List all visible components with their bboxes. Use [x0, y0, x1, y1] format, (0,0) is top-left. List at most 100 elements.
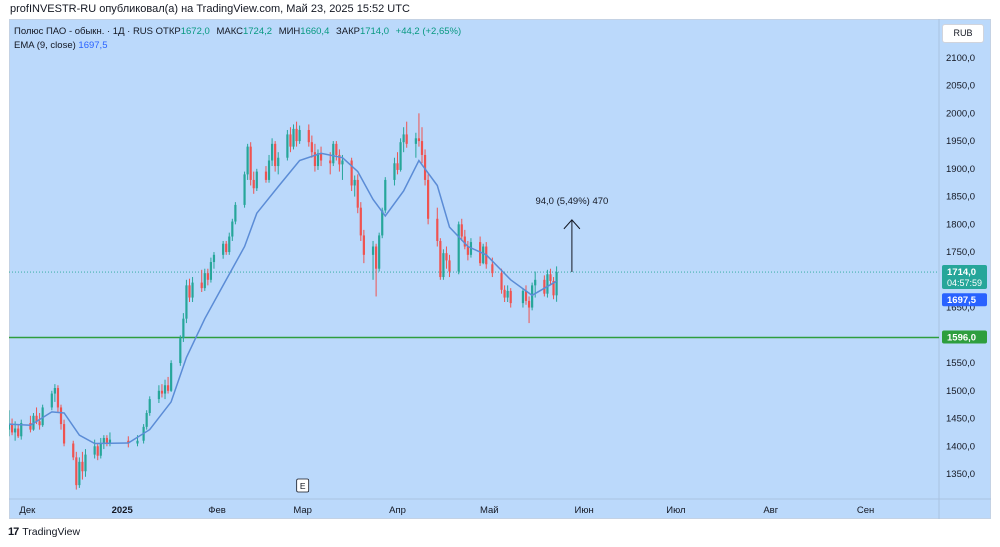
- close-value: 1714,0: [359, 26, 390, 37]
- candle-body: [160, 390, 164, 394]
- high-value: 1724,2: [242, 26, 273, 37]
- candle-body: [170, 363, 173, 391]
- candle-body: [439, 240, 442, 278]
- candle-body: [29, 422, 32, 430]
- y-tick-label: 2000,0: [946, 108, 975, 119]
- y-tick-label: 1400,0: [946, 441, 975, 452]
- tradingview-logo-icon: 17: [8, 526, 19, 538]
- change-value: +44,2 (+2,65%): [395, 26, 462, 37]
- candle-body: [445, 253, 448, 261]
- y-tick-label: 2100,0: [946, 53, 975, 64]
- ema-line: [9, 152, 557, 445]
- candle-body: [17, 428, 20, 437]
- x-tick-label: Сен: [857, 505, 874, 516]
- candlestick-chart[interactable]: 2100,0 2050,0 2000,0 1950,0 1900,0 1850,0 1800…: [9, 19, 991, 519]
- candle-body: [277, 157, 280, 167]
- candle-body: [356, 179, 359, 208]
- candle-body: [222, 243, 225, 255]
- high-label: МАКС: [216, 26, 243, 37]
- candle-body: [442, 253, 445, 278]
- y-tick-label: 1800,0: [946, 219, 975, 230]
- y-tick-label: 1550,0: [946, 358, 975, 369]
- candle-body: [209, 262, 213, 280]
- symbol-name[interactable]: Полюс ПАО - обыкн. · 1Д · RUS: [14, 26, 154, 37]
- measure-arrow-head: [563, 219, 581, 230]
- candle-body: [145, 412, 148, 427]
- candle-body: [166, 385, 170, 391]
- candle-body: [310, 142, 313, 153]
- ema-price-tag: [942, 293, 987, 307]
- current-price-tag: [942, 265, 987, 290]
- candle-body: [460, 224, 463, 237]
- publication-header: profINVESTR-RU опубликовал(а) на Trading…: [10, 3, 410, 15]
- low-value: 1660,4: [300, 26, 330, 37]
- candle-body: [359, 207, 362, 236]
- candle-body: [524, 290, 528, 301]
- candle-body: [552, 280, 555, 296]
- ema-value: 1697,5: [78, 40, 108, 51]
- candle-body: [448, 260, 451, 272]
- candle-body: [136, 440, 139, 444]
- ema-label[interactable]: EMA (9, close): [14, 40, 76, 51]
- y-tick-label: 1900,0: [946, 164, 975, 175]
- candle-body: [381, 210, 384, 236]
- candle-body: [503, 289, 506, 298]
- candle-body: [420, 141, 424, 155]
- candle-body: [378, 235, 381, 269]
- y-tick-label: 1500,0: [946, 386, 975, 397]
- candle-body: [231, 221, 234, 237]
- candle-body: [417, 138, 421, 142]
- candle-body: [295, 128, 298, 142]
- candle-body: [396, 163, 399, 170]
- candle-body: [371, 246, 375, 255]
- candle-body: [163, 385, 167, 394]
- candle-body: [329, 160, 332, 164]
- candle-body: [108, 439, 112, 444]
- candle-body: [41, 407, 44, 426]
- candle-body: [543, 279, 546, 294]
- candle-body: [436, 218, 439, 241]
- candle-body: [264, 171, 268, 180]
- currency-button[interactable]: RUB: [942, 24, 984, 43]
- tradingview-brand: TradingView: [22, 526, 81, 538]
- candle-body: [38, 421, 41, 426]
- candle-body: [228, 236, 231, 253]
- candle-body: [203, 273, 206, 289]
- candle-body: [255, 171, 258, 189]
- candle-body: [84, 454, 87, 472]
- y-tick-label: 1350,0: [946, 469, 975, 480]
- candle-body: [546, 274, 549, 294]
- candle-body: [182, 318, 185, 339]
- candle-body: [500, 273, 503, 290]
- candle-body: [353, 179, 356, 186]
- candle-body: [185, 285, 188, 319]
- measure-annotation-label: 94,0 (5,49%) 470: [535, 196, 608, 207]
- candle-body: [20, 422, 23, 437]
- candle-body: [527, 300, 531, 308]
- candle-body: [59, 407, 63, 425]
- candle-body: [457, 224, 460, 272]
- candle-body: [427, 179, 430, 219]
- x-tick-label: 2025: [112, 505, 134, 516]
- candle-body: [14, 428, 17, 433]
- candle-body: [212, 254, 216, 263]
- support-price-label: 1596,0: [947, 333, 976, 344]
- y-tick-label: 1450,0: [946, 414, 975, 425]
- candle-body: [555, 272, 558, 296]
- candle-body: [96, 446, 99, 456]
- candle-body: [362, 235, 365, 255]
- candle-body: [102, 437, 105, 444]
- candle-body: [482, 246, 485, 264]
- candle-body: [414, 138, 417, 144]
- candle-body: [549, 274, 552, 281]
- x-tick-label: Июн: [575, 505, 594, 516]
- candle-body: [252, 179, 255, 189]
- tradingview-footer: 17 TradingView: [8, 526, 80, 538]
- candle-body: [531, 285, 534, 308]
- candle-body: [335, 143, 338, 155]
- x-tick-label: Мар: [293, 505, 312, 516]
- chart-legend: Полюс ПАО - обыкн. · 1Д · RUS ОТКР1672,0…: [14, 25, 465, 53]
- candle-body: [234, 204, 237, 222]
- candle-body: [307, 129, 310, 143]
- y-tick-label: 1950,0: [946, 136, 975, 147]
